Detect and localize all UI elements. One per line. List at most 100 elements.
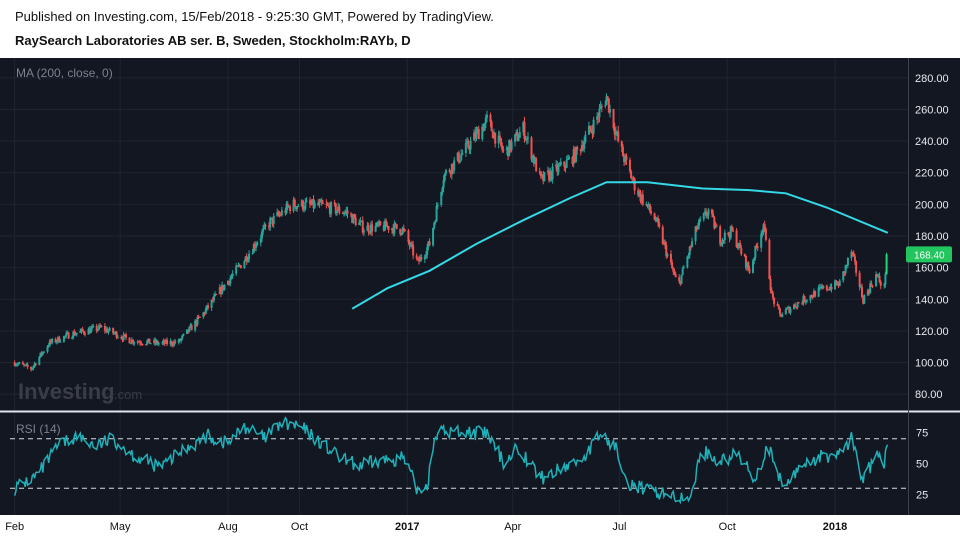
candle-body [156, 340, 159, 345]
candle-body [23, 364, 26, 366]
candle-body [62, 336, 65, 342]
candle-body [853, 256, 856, 262]
price-axis-ticks: 80.00 100.00 120.00 140.00 160.00 180.00 200.0… [915, 73, 949, 401]
candle-body [648, 203, 651, 211]
price-tick-label: 200.00 [915, 199, 949, 211]
candle-body [407, 230, 410, 242]
candle-body [655, 217, 658, 221]
candle-body [410, 243, 413, 245]
candle-body [263, 224, 266, 229]
candle-body [335, 210, 338, 214]
candle-body [50, 340, 53, 343]
candle-body [92, 325, 95, 327]
candle-body [850, 251, 853, 259]
candle-body [818, 286, 821, 288]
price-tick-label: 80.00 [915, 389, 943, 401]
candle-body [181, 335, 184, 339]
candle-body [42, 351, 45, 353]
candle-body [129, 343, 132, 345]
candle-body [763, 224, 766, 229]
candle-body [829, 286, 832, 290]
candle-body [47, 345, 50, 347]
candle-body [702, 213, 705, 220]
candle-body [350, 213, 353, 215]
candle-body [394, 223, 397, 225]
candle-body [801, 303, 804, 305]
candle-body [776, 304, 779, 306]
candle-body [105, 328, 108, 331]
candle-body [17, 363, 20, 365]
candle-body [432, 227, 435, 246]
candle-body [386, 226, 389, 228]
candle-body [876, 274, 879, 277]
candle-body [238, 264, 241, 266]
candle-body [144, 344, 147, 346]
candle-body [376, 222, 379, 225]
candle-body [751, 260, 754, 273]
candle-body [229, 278, 232, 284]
candle-body [510, 141, 513, 151]
candle-body [743, 254, 746, 256]
candle-body [842, 271, 845, 281]
candle-body [489, 114, 492, 122]
candle-body [333, 202, 336, 204]
candle-body [292, 199, 295, 212]
candle-body [345, 210, 348, 212]
candle-body [442, 180, 445, 188]
candle-body [507, 147, 510, 157]
candle-body [303, 208, 306, 210]
candle-body [280, 210, 283, 216]
candle-body [72, 331, 75, 338]
candle-body [108, 327, 111, 331]
candle-body [598, 108, 601, 118]
candle-body [139, 341, 142, 344]
candle-body [735, 230, 738, 248]
candle-body [415, 255, 418, 259]
candle-body [41, 351, 44, 355]
candle-body [337, 206, 340, 211]
candle-body [194, 320, 197, 331]
candle-body [214, 294, 217, 297]
candle-body [157, 343, 160, 345]
rsi-tick-label: 25 [916, 489, 928, 501]
candle-body [732, 230, 735, 232]
candle-body [505, 147, 508, 151]
candle-body [304, 201, 307, 209]
candle-body [664, 241, 667, 246]
candle-body [530, 137, 533, 160]
candle-body [301, 200, 304, 210]
candle-body [773, 297, 776, 305]
candle-body [573, 148, 576, 162]
candle-body [739, 242, 742, 248]
rsi-guide-lines [10, 438, 908, 489]
candle-body [408, 241, 411, 247]
candle-body [787, 306, 790, 308]
candle-body [623, 156, 626, 162]
candle-body [252, 244, 255, 253]
candle-body [57, 336, 60, 342]
candle-body [609, 109, 612, 113]
candle-body [222, 284, 225, 290]
candle-body [219, 287, 222, 294]
candle-body [378, 221, 381, 225]
candle-body [353, 214, 356, 218]
candle-body [523, 122, 526, 140]
time-tick-label: Feb [5, 521, 24, 533]
candle-body [665, 245, 668, 257]
candle-body [289, 206, 292, 212]
candle-body [204, 309, 207, 315]
candle-body [113, 333, 116, 335]
candle-body [819, 286, 822, 288]
candle-body [722, 239, 725, 241]
candle-body [837, 282, 840, 287]
candle-body [572, 148, 575, 165]
price-tick-label: 160.00 [915, 263, 949, 275]
candle-body [828, 289, 831, 291]
candle-body [309, 200, 312, 204]
candle-body [719, 226, 722, 245]
candle-body [272, 215, 275, 225]
candle-body [747, 262, 750, 269]
candle-body [401, 227, 404, 234]
candle-body [164, 339, 167, 344]
